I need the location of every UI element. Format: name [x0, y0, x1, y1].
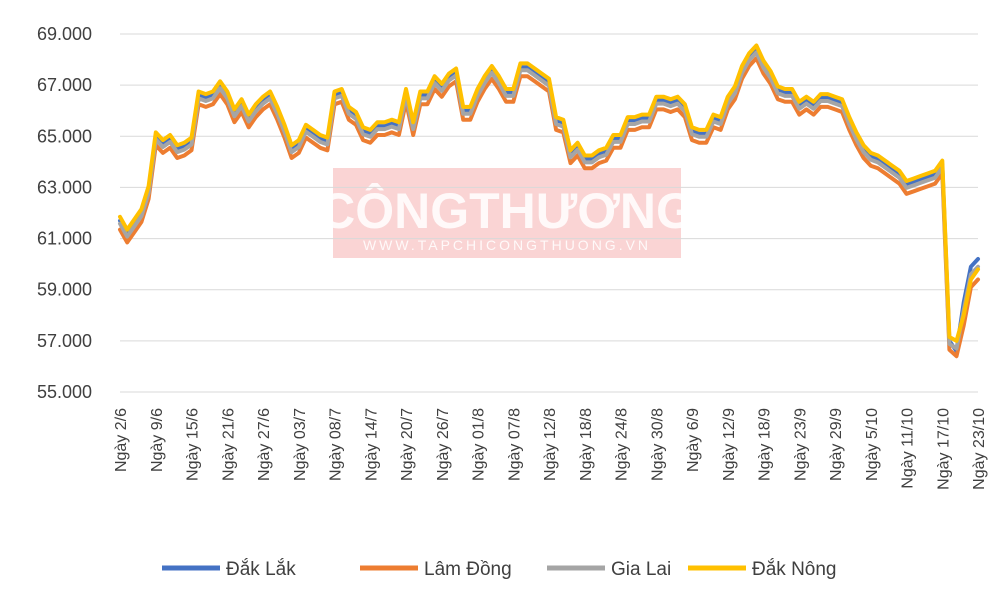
y-tick-label: 55.000	[37, 382, 92, 402]
x-tick-label: Ngày 24/8	[614, 408, 631, 481]
x-tick-label: Ngày 08/7	[328, 408, 345, 481]
x-tick-label: Ngày 03/7	[292, 408, 309, 481]
x-tick-label: Ngày 23/10	[971, 408, 988, 490]
legend-label: Lâm Đồng	[424, 559, 512, 580]
y-tick-label: 59.000	[37, 280, 92, 300]
x-tick-label: Ngày 01/8	[471, 408, 488, 481]
x-tick-label: Ngày 29/9	[828, 408, 845, 481]
x-tick-label: Ngày 5/10	[864, 408, 881, 481]
x-tick-label: Ngày 20/7	[399, 408, 416, 481]
x-tick-label: Ngày 11/10	[900, 408, 917, 489]
y-tick-label: 63.000	[37, 177, 92, 197]
series-line	[118, 43, 980, 343]
y-tick-label: 57.000	[37, 331, 92, 351]
x-tick-label: Ngày 17/10	[935, 408, 952, 490]
x-tick-label: Ngày 21/6	[220, 408, 237, 481]
y-tick-label: 65.000	[37, 126, 92, 146]
watermark-url: WWW.TAPCHICONGTHUONG.VN	[363, 237, 651, 253]
series-lines	[118, 43, 980, 359]
watermark: CÔNGTHƯƠNG WWW.TAPCHICONGTHUONG.VN	[319, 168, 695, 258]
legend-label: Đắk Nông	[752, 558, 837, 580]
gridlines	[120, 33, 978, 393]
watermark-box	[333, 168, 681, 258]
legend-label: Đắk Lắk	[226, 558, 296, 580]
watermark-title: CÔNGTHƯƠNG	[319, 182, 695, 239]
x-tick-label: Ngày 14/7	[363, 408, 380, 481]
x-tick-label: Ngày 30/8	[649, 408, 666, 481]
y-tick-label: 67.000	[37, 75, 92, 95]
x-tick-label: Ngày 23/9	[792, 408, 809, 481]
x-tick-label: Ngày 18/9	[757, 408, 774, 481]
x-axis-ticks: Ngày 2/6 Ngày 9/6 Ngày 15/6 Ngày 21/6 Ngày 2…	[113, 408, 988, 490]
legend-label: Gia Lai	[611, 559, 671, 580]
x-tick-label: Ngày 27/6	[256, 408, 273, 481]
x-tick-label: Ngày 6/9	[685, 408, 702, 472]
x-tick-label: Ngày 2/6	[113, 408, 130, 472]
y-tick-label: 61.000	[37, 229, 92, 249]
legend: Đắk Lắk Lâm Đồng Gia Lai Đắk Nông	[162, 558, 837, 580]
x-tick-label: Ngày 07/8	[506, 408, 523, 481]
x-tick-label: Ngày 9/6	[149, 408, 166, 472]
x-tick-label: Ngày 12/9	[721, 408, 738, 481]
x-tick-label: Ngày 15/6	[185, 408, 202, 481]
x-tick-label: Ngày 18/8	[578, 408, 595, 481]
y-axis-ticks: 55.000 57.000 59.000 61.000 63.000 65.000 67.0…	[37, 24, 92, 402]
y-tick-label: 69.000	[37, 24, 92, 44]
x-tick-label: Ngày 26/7	[435, 408, 452, 481]
x-tick-label: Ngày 12/8	[542, 408, 559, 481]
